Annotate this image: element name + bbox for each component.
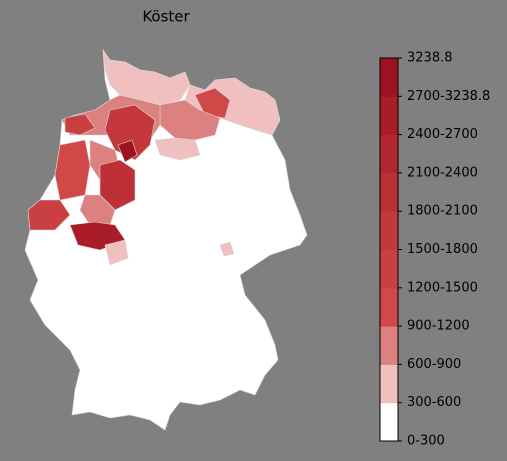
colorbar-segment xyxy=(380,364,398,404)
colorbar-label: 600-900 xyxy=(407,357,461,372)
colorbar-segment xyxy=(380,326,398,365)
colorbar-segment xyxy=(380,96,398,136)
region xyxy=(54,139,91,201)
region xyxy=(27,199,71,231)
colorbar-segment xyxy=(380,211,398,250)
colorbar-segment xyxy=(380,287,398,327)
colorbar-segment xyxy=(380,172,398,212)
colorbar-segment xyxy=(380,58,398,97)
colorbar-label: 3238.8 xyxy=(407,51,453,66)
colorbar-label: 300-600 xyxy=(407,395,461,410)
region xyxy=(104,104,156,161)
colorbar-label: 2100-2400 xyxy=(407,165,478,180)
region xyxy=(219,241,235,257)
colorbar-label: 1500-1800 xyxy=(407,242,478,257)
colorbar-label: 0-300 xyxy=(407,434,445,449)
region xyxy=(64,113,96,136)
region xyxy=(159,99,221,141)
colorbar-segment xyxy=(380,134,398,174)
region xyxy=(104,239,129,266)
colorbar-label: 2400-2700 xyxy=(407,127,478,142)
germany-map xyxy=(24,48,308,431)
region xyxy=(154,137,201,161)
colorbar-segment xyxy=(380,402,398,442)
colorbar: 0-300 300-600 600-900 900-1200 1200-1500 1500… xyxy=(379,51,490,449)
colorbar-segment xyxy=(380,249,398,289)
map-title: Köster xyxy=(142,8,190,26)
colorbar-label: 1800-2100 xyxy=(407,204,478,219)
colorbar-label: 900-1200 xyxy=(407,319,470,334)
region xyxy=(117,139,138,163)
colorbar-label: 1200-1500 xyxy=(407,280,478,295)
colorbar-label: 2700-3238.8 xyxy=(407,89,490,104)
